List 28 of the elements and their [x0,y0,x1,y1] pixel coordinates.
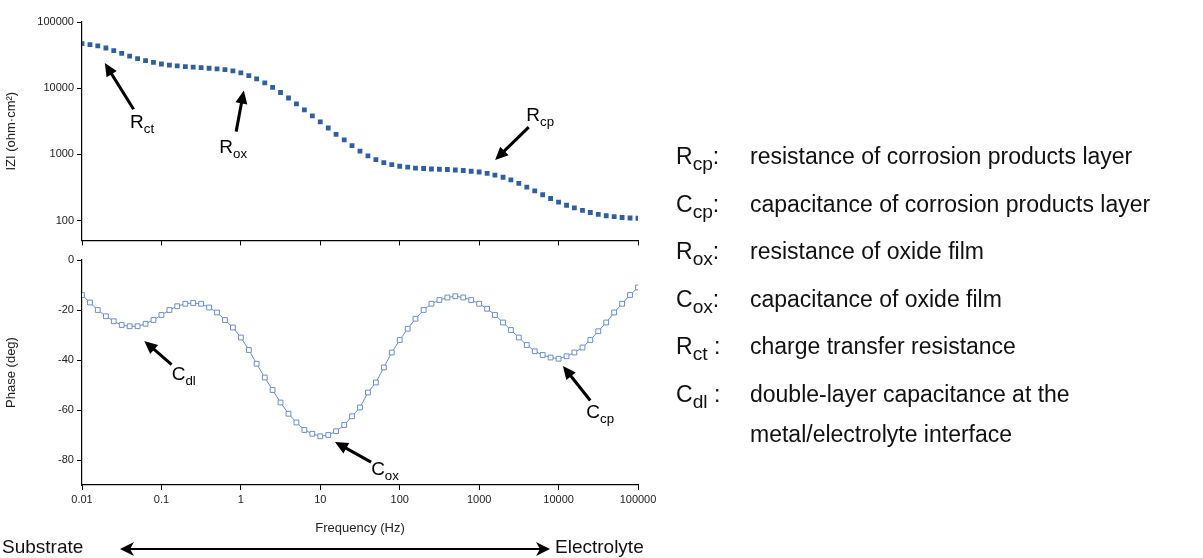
y-tick-label: -80 [58,453,74,466]
y-tick-label: -20 [58,303,74,316]
text: Electrolyte [555,536,644,558]
x-tick-label: 1000 [466,492,492,505]
y-axis-title: IZI (ohm·cm²) [3,91,19,171]
x-tick-label: 0.01 [71,492,93,505]
y-tick-label: 100 [55,213,74,226]
y-axis-title: Phase (deg) [3,337,19,408]
x-tick-label: 0.1 [153,492,170,505]
text: R$_{cp}$: resistance of corrosion products layer [676,143,1133,174]
y-tick-label: 100000 [37,15,74,28]
y-tick-label: 10000 [43,81,74,94]
text: C$_{ox}$: capacitance of oxide film [676,285,1002,317]
x-tick-label: 10 [314,492,327,505]
x-tick-label: 10000 [543,492,574,505]
y-tick-label: 0 [67,253,74,266]
text: C$_{dl}$ : double-layer capacitance at the metal/electrolyte interface [676,380,1070,447]
x-tick-label: 100 [390,492,409,505]
text: R$_{ox}$: resistance of oxide film [676,238,984,269]
x-tick-label: 100000 [619,492,657,505]
y-tick-label: 1000 [49,147,74,160]
text: Substrate [2,536,84,558]
y-tick-label: -60 [58,403,74,416]
x-axis-title: Frequency (Hz) [315,519,405,535]
text: C$_{cp}$: capacitance of corrosion products layer [676,190,1151,222]
y-tick-label: -40 [58,353,74,366]
x-tick-label: 1 [237,492,244,505]
text: R$_{ct}$ : charge transfer resistance [676,333,1016,364]
